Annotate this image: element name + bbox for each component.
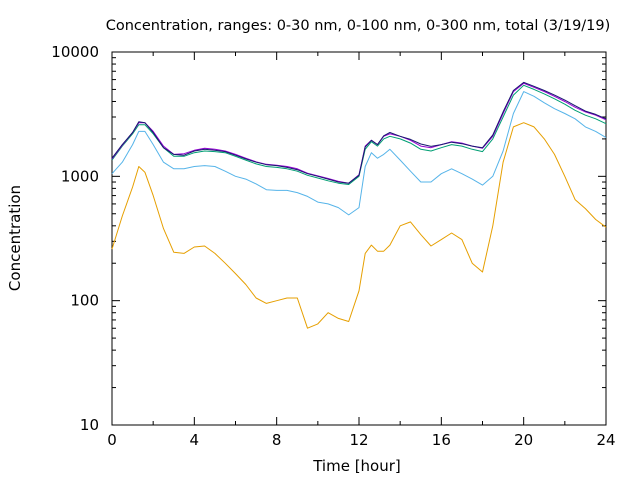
series-line-1 — [111, 122, 607, 329]
series-layer — [111, 81, 607, 329]
y-axis-label: Concentration — [6, 185, 24, 291]
x-tick-label: 16 — [432, 431, 451, 449]
x-tick-label: 20 — [514, 431, 533, 449]
y-tick-label: 10 — [80, 416, 99, 434]
chart-title: Concentration, ranges: 0-30 nm, 0-100 nm… — [106, 18, 611, 34]
x-tick-label: 12 — [349, 431, 368, 449]
x-tick-label: 0 — [107, 431, 117, 449]
y-tick-label: 10000 — [51, 43, 99, 61]
series-line-5 — [111, 81, 607, 184]
x-tick-label: 4 — [190, 431, 200, 449]
x-axis-label: Time [hour] — [312, 457, 401, 475]
x-tick-label: 8 — [272, 431, 282, 449]
plot-frame — [111, 51, 607, 426]
y-tick-label: 100 — [70, 292, 99, 310]
y-tick-label: 1000 — [61, 167, 99, 185]
axis-ticks: 0 4 8 12 16 20 24 10 100 1000 10000 — [51, 43, 615, 449]
x-tick-label: 24 — [596, 431, 615, 449]
series-line-2 — [111, 91, 607, 216]
series-line-3 — [111, 84, 607, 185]
